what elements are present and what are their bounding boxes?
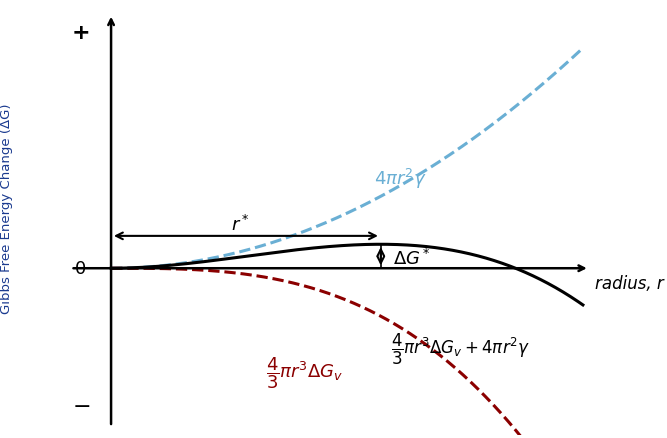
Text: $\dfrac{4}{3}\pi r^3\Delta G_v + 4\pi r^2\gamma$: $\dfrac{4}{3}\pi r^3\Delta G_v + 4\pi r^… (391, 331, 530, 366)
Text: +: + (71, 22, 90, 42)
Text: radius, r: radius, r (595, 274, 664, 292)
Text: Gibbs Free Energy Change (ΔG): Gibbs Free Energy Change (ΔG) (0, 103, 13, 313)
Text: $-$: $-$ (71, 394, 90, 414)
Text: $4\pi r^2\gamma$: $4\pi r^2\gamma$ (374, 167, 427, 191)
Text: $\dfrac{4}{3}\pi r^3\Delta G_v$: $\dfrac{4}{3}\pi r^3\Delta G_v$ (266, 354, 344, 390)
Text: 0: 0 (75, 260, 86, 278)
Text: $r^*$: $r^*$ (231, 215, 250, 235)
Text: $\Delta G^*$: $\Delta G^*$ (393, 248, 431, 268)
